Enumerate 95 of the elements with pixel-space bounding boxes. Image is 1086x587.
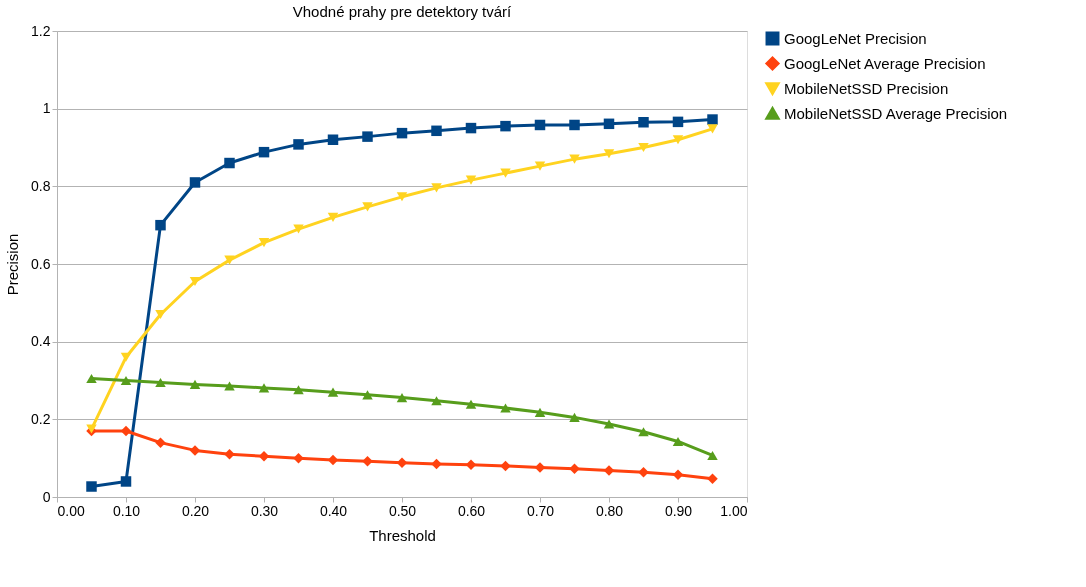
point bbox=[638, 117, 649, 128]
point bbox=[224, 449, 235, 460]
point bbox=[155, 219, 166, 231]
point bbox=[534, 407, 546, 417]
point bbox=[707, 124, 718, 134]
point bbox=[396, 127, 408, 139]
point bbox=[258, 238, 270, 248]
point bbox=[362, 202, 373, 212]
point bbox=[638, 427, 649, 437]
legend-label: MobileNetSSD Precision bbox=[784, 79, 949, 97]
point bbox=[534, 119, 546, 131]
y-tick-label: 0.6 bbox=[31, 255, 51, 272]
point bbox=[396, 393, 408, 403]
point bbox=[603, 465, 615, 476]
point bbox=[327, 134, 339, 145]
point bbox=[155, 377, 166, 387]
point bbox=[465, 399, 477, 409]
point bbox=[672, 116, 684, 128]
legend-label: GoogLeNet Precision bbox=[784, 29, 927, 47]
point bbox=[189, 379, 201, 389]
y-tick-label: 0 bbox=[42, 488, 51, 505]
point bbox=[603, 419, 615, 429]
point bbox=[189, 276, 201, 287]
point bbox=[293, 224, 304, 234]
point bbox=[155, 437, 166, 448]
point bbox=[569, 463, 580, 474]
point bbox=[155, 309, 166, 320]
point bbox=[120, 476, 132, 487]
point bbox=[120, 352, 132, 362]
y-axis-title: Precision bbox=[4, 233, 22, 296]
point bbox=[707, 473, 718, 484]
point bbox=[431, 458, 442, 470]
point bbox=[224, 381, 235, 391]
point bbox=[569, 119, 580, 131]
x-tick-label: 0.30 bbox=[250, 502, 279, 519]
point bbox=[638, 142, 649, 153]
point bbox=[396, 192, 408, 202]
legend-label: GoogLeNet Average Precision bbox=[784, 54, 986, 72]
point bbox=[86, 374, 97, 384]
x-tick-label: 0.20 bbox=[181, 502, 210, 519]
point bbox=[224, 255, 235, 265]
point bbox=[189, 177, 201, 188]
point bbox=[707, 450, 718, 460]
point bbox=[327, 387, 339, 397]
point bbox=[327, 454, 339, 466]
point bbox=[638, 466, 649, 478]
point bbox=[258, 146, 270, 158]
x-tick-label: 0.70 bbox=[526, 502, 555, 519]
x-tick-label: 0.40 bbox=[319, 502, 348, 519]
point bbox=[258, 383, 270, 393]
x-tick-label: 0.50 bbox=[388, 502, 417, 519]
point bbox=[500, 460, 511, 472]
x-tick-label: 0.80 bbox=[595, 502, 624, 519]
point bbox=[672, 135, 684, 145]
y-tick-label: 1 bbox=[42, 100, 51, 117]
point bbox=[500, 403, 511, 413]
chart-title: Vhodné prahy pre detektory tvárí bbox=[292, 3, 513, 20]
point bbox=[534, 462, 546, 473]
point bbox=[293, 139, 304, 150]
point bbox=[569, 154, 580, 164]
point bbox=[465, 122, 477, 134]
point bbox=[500, 168, 511, 178]
point bbox=[431, 396, 442, 406]
legend-label: MobileNetSSD Average Precision bbox=[784, 104, 1008, 122]
point bbox=[707, 114, 718, 125]
point bbox=[362, 131, 373, 142]
point bbox=[327, 212, 339, 222]
x-axis-title: Threshold bbox=[369, 526, 436, 544]
y-tick-label: 0.4 bbox=[31, 333, 51, 350]
x-tick-label: 1.00 bbox=[720, 502, 748, 519]
point bbox=[120, 375, 132, 386]
point bbox=[465, 175, 477, 185]
x-tick-label: 0.90 bbox=[664, 502, 693, 519]
point bbox=[672, 436, 684, 447]
point bbox=[362, 390, 373, 400]
y-tick-label: 0.2 bbox=[31, 410, 51, 427]
point bbox=[224, 157, 235, 169]
x-tick-label: 0.10 bbox=[112, 502, 141, 519]
y-tick-label: 1.2 bbox=[31, 22, 51, 39]
y-tick-label: 0.8 bbox=[31, 177, 51, 194]
point bbox=[431, 125, 442, 137]
point bbox=[431, 183, 442, 193]
point bbox=[534, 161, 546, 171]
point bbox=[569, 412, 580, 422]
point bbox=[293, 385, 304, 395]
point bbox=[603, 118, 615, 130]
point bbox=[293, 452, 304, 464]
point bbox=[362, 456, 373, 467]
point bbox=[500, 120, 511, 132]
x-tick-label: 0.00 bbox=[57, 502, 85, 519]
point bbox=[603, 149, 615, 159]
point bbox=[189, 445, 201, 456]
point bbox=[672, 469, 684, 481]
x-tick-label: 0.60 bbox=[457, 502, 486, 519]
point bbox=[86, 481, 97, 492]
